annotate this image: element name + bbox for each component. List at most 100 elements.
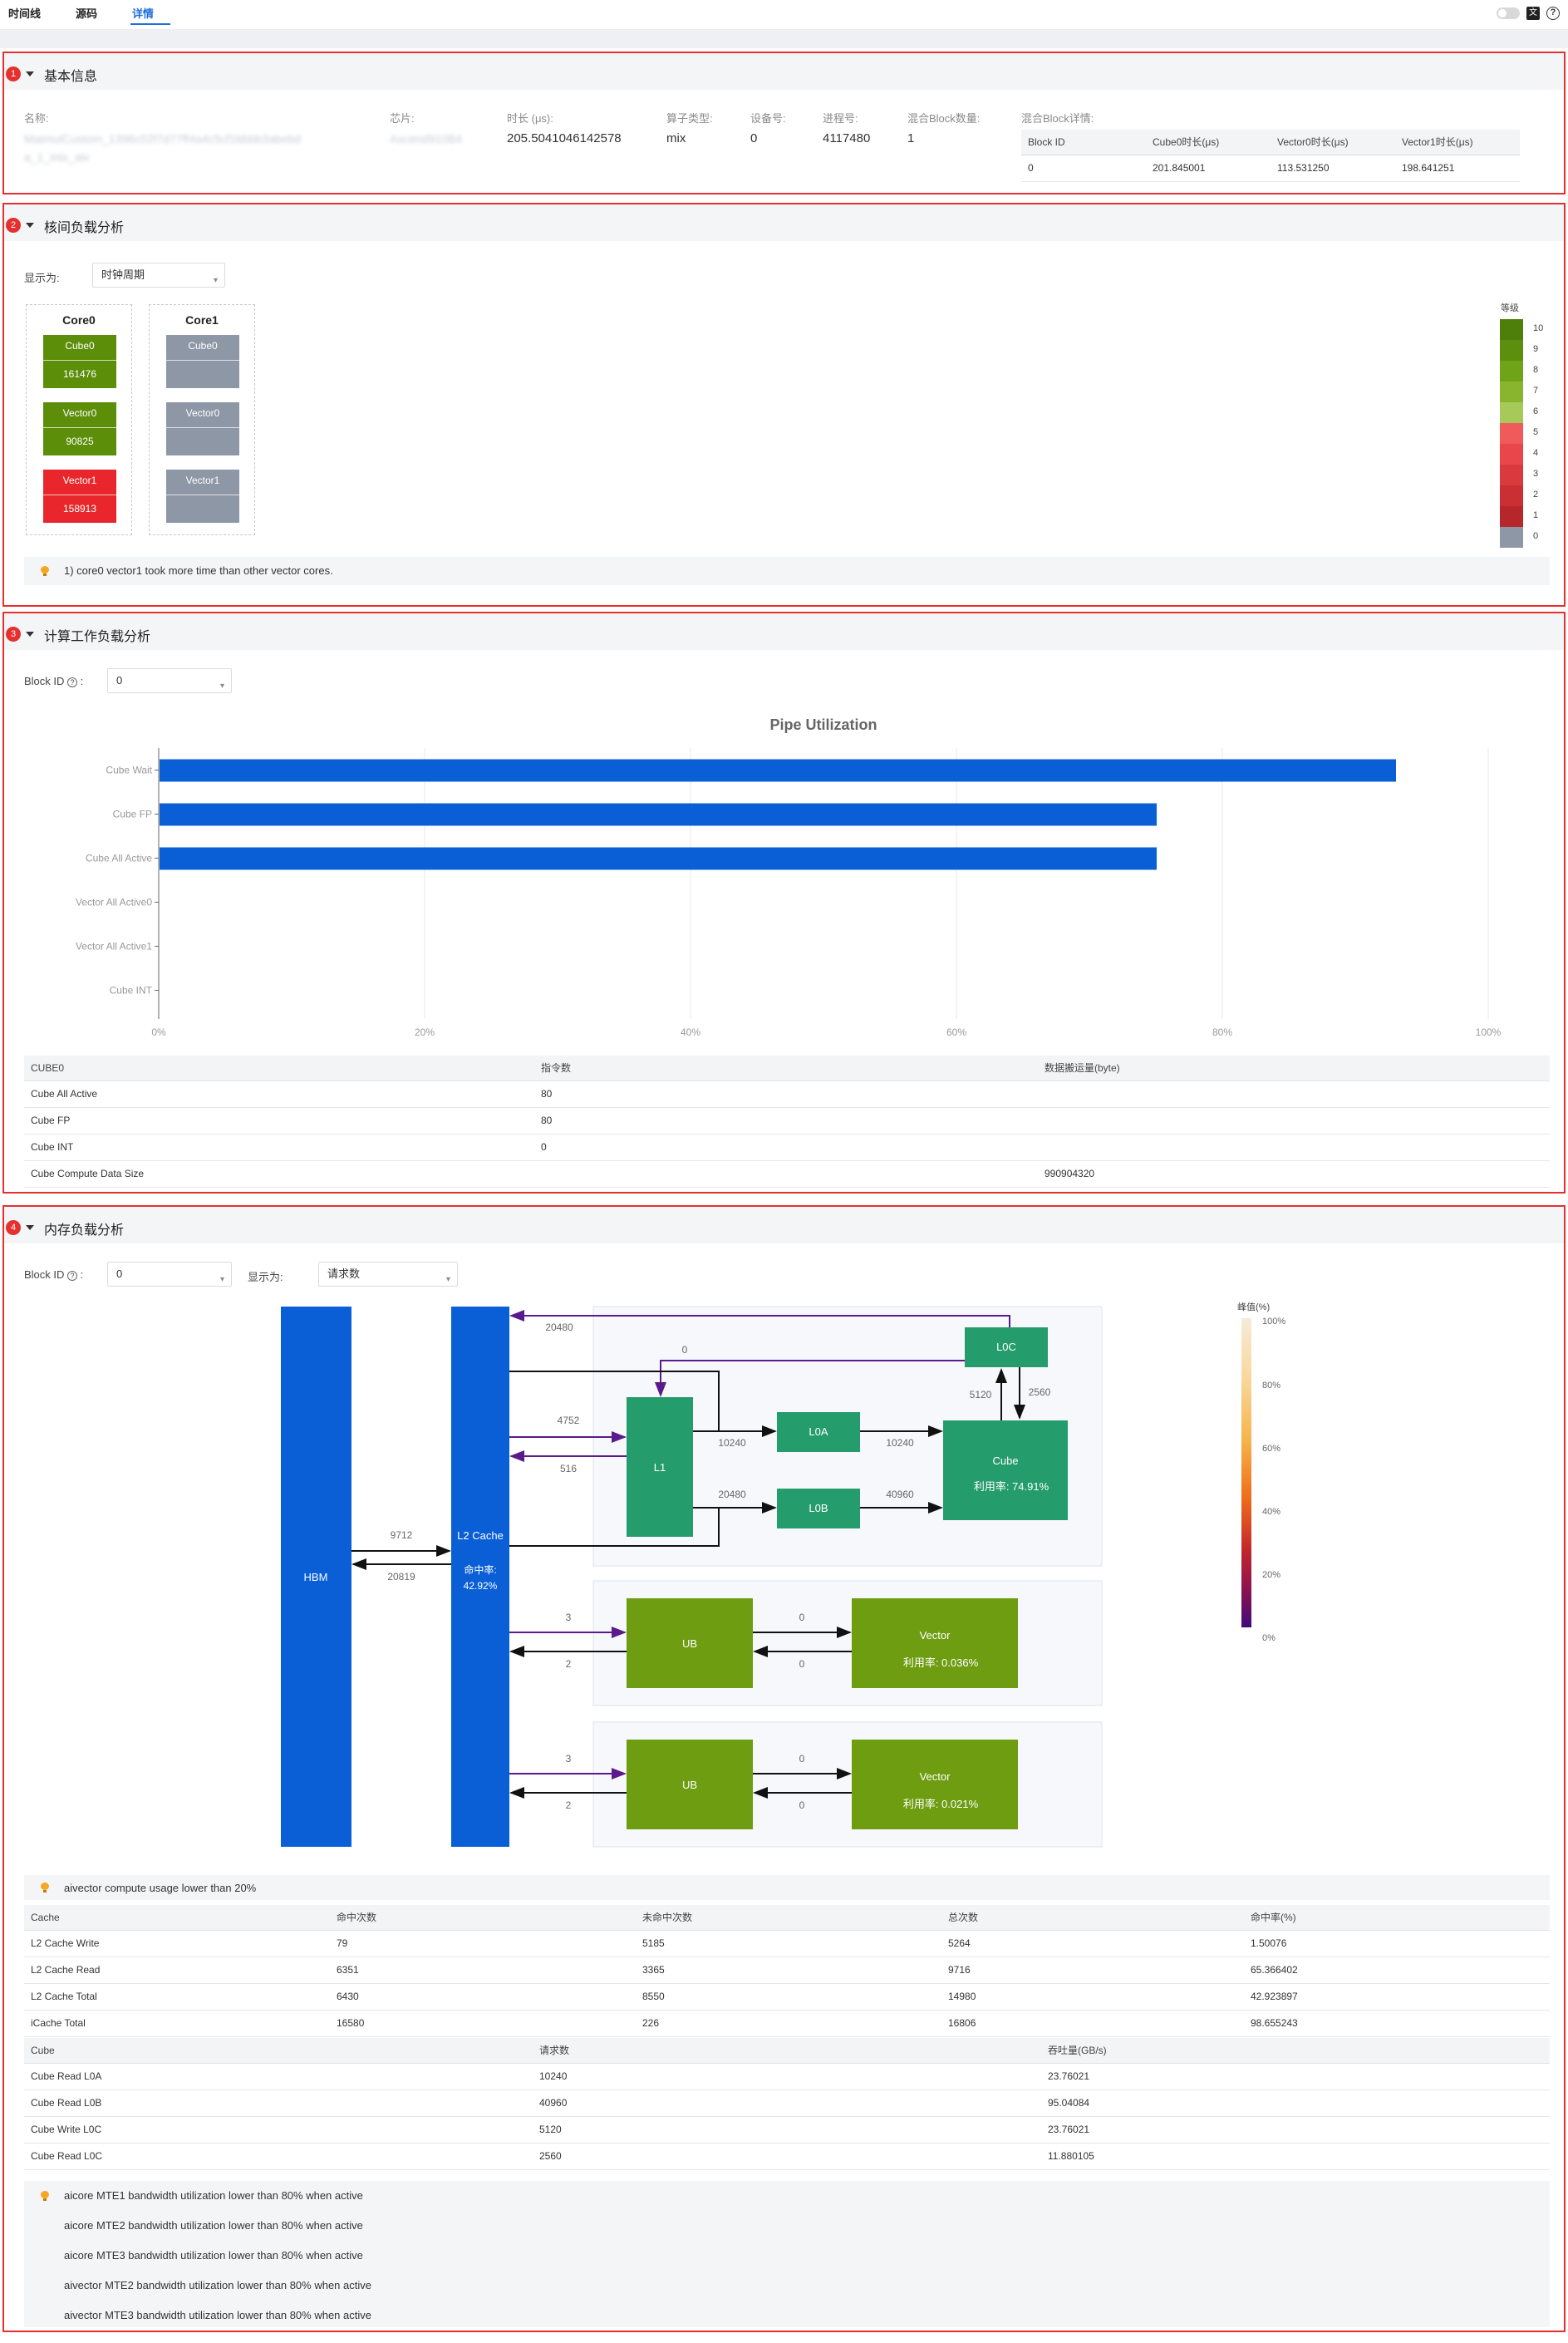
tab-details[interactable]: 详情	[130, 7, 171, 25]
op-type-value: mix	[666, 131, 686, 145]
display-as-select[interactable]: 时钟周期 ▾	[92, 263, 225, 288]
tab-timeline[interactable]: 时间线	[8, 7, 42, 20]
edge-label: 20819	[387, 1571, 415, 1583]
section-title: 基本信息	[44, 70, 98, 84]
legend-tick: 0%	[1262, 1633, 1276, 1643]
cell: 40960	[533, 2090, 1041, 2117]
table-row: Cube All Active 80	[24, 1080, 1550, 1108]
cell: 10240	[533, 2063, 1041, 2090]
language-icon[interactable]: 文	[1526, 7, 1540, 20]
cube-block	[943, 1420, 1068, 1520]
legend-level-label: 7	[1533, 386, 1539, 396]
cell-name: Cube0	[65, 340, 95, 352]
vector2-block	[852, 1740, 1018, 1829]
cell: Cube FP	[24, 1107, 534, 1135]
legend-tick: 40%	[1262, 1507, 1280, 1517]
y-tick-label: Cube FP	[113, 809, 152, 820]
core1-vector1-cell[interactable]: Vector1	[166, 470, 239, 523]
legend-swatch	[1500, 340, 1523, 361]
x-tick-label: 40%	[681, 1026, 700, 1038]
cell: 65.366402	[1244, 1957, 1550, 1984]
core0-vector1-cell[interactable]: Vector1 158913	[43, 470, 116, 523]
chevron-down-icon: ▾	[219, 1275, 224, 1284]
caret-down-icon[interactable]	[26, 71, 34, 76]
cell: 23.76021	[1041, 2063, 1550, 2090]
y-tick-label: Vector All Active0	[76, 897, 152, 908]
edge-label: 4752	[558, 1415, 580, 1426]
cube0-instruction-table: CUBE0 指令数 数据搬运量(byte) Cube All Active 80 …	[24, 1056, 1550, 1188]
block-id-label: Block ID ? :	[24, 1268, 84, 1281]
vector1-util-label: 利用率: 0.036%	[903, 1656, 979, 1669]
legend-swatch	[1500, 361, 1523, 381]
tip-text: aivector compute usage lower than 20%	[64, 1882, 257, 1894]
top-icons: 文 ?	[1497, 7, 1560, 20]
table-row: iCache Total 16580 226 16806 98.655243	[24, 2010, 1550, 2037]
cell: L2 Cache Write	[24, 1930, 330, 1957]
caret-down-icon[interactable]	[26, 632, 34, 637]
caret-down-icon[interactable]	[26, 223, 34, 228]
top-bar: 时间线 源码 详情 文 ?	[0, 0, 1568, 30]
tab-source[interactable]: 源码	[76, 7, 98, 20]
y-tick-label: Cube INT	[110, 985, 153, 997]
legend-swatch	[1500, 381, 1523, 402]
legend-level-label: 8	[1533, 365, 1539, 375]
vector2-util-label: 利用率: 0.021%	[903, 1798, 979, 1810]
edge-label: 516	[560, 1463, 577, 1474]
col-hit-rate: 命中率(%)	[1244, 1905, 1550, 1931]
cell: 16806	[941, 2010, 1244, 2037]
edge-label: 5120	[970, 1389, 992, 1400]
section-number-badge: 1	[6, 66, 21, 81]
section-header[interactable]: 3 计算工作负载分析	[4, 613, 1564, 650]
cell: Cube Write L0C	[24, 2116, 533, 2144]
chart-title: Pipe Utilization	[769, 716, 877, 733]
block-id-select[interactable]: 0 ▾	[107, 1262, 232, 1287]
legend-tick: 80%	[1262, 1381, 1280, 1391]
cell	[1038, 1134, 1550, 1161]
cell: 226	[636, 2010, 941, 2037]
y-tick-label: Vector All Active1	[76, 941, 152, 952]
col-miss-count: 未命中次数	[636, 1905, 941, 1931]
core1-vector0-cell[interactable]: Vector0	[166, 402, 239, 455]
block-id-select[interactable]: 0 ▾	[107, 668, 232, 693]
section-header[interactable]: 2 核间负载分析	[4, 204, 1564, 241]
core0-cube0-cell[interactable]: Cube0 161476	[43, 335, 116, 388]
legend-tick: 100%	[1262, 1317, 1285, 1327]
display-as-select[interactable]: 请求数 ▾	[318, 1262, 458, 1287]
cell: 6430	[330, 1983, 636, 2011]
cell: 9716	[941, 1957, 1244, 1984]
tip-text: aicore MTE1 bandwidth utilization lower …	[64, 2189, 363, 2202]
section-memory-workload: 4 内存负载分析 Block ID ? : 0 ▾ 显示为: 请求数 ▾ HBM…	[2, 1205, 1566, 2332]
mix-block-table: Block ID Cube0时长(μs) Vector0时长(μs) Vecto…	[1021, 130, 1520, 182]
legend-level-label: 0	[1533, 531, 1539, 541]
peak-legend-title: 峰值(%)	[1237, 1302, 1270, 1312]
cell: 14980	[941, 1983, 1244, 2011]
chip-value-redacted: Ascend910B4	[390, 132, 463, 145]
l1-label: L1	[654, 1461, 666, 1474]
l0b-block	[777, 1489, 860, 1528]
edge-label: 0	[799, 1658, 805, 1670]
chevron-down-icon: ▾	[213, 276, 218, 285]
col-vector1-duration: Vector1时长(μs)	[1395, 130, 1520, 155]
block-id-value: 0	[116, 674, 123, 687]
cell: 113.531250	[1271, 155, 1395, 182]
core1-cube0-cell[interactable]: Cube0	[166, 335, 239, 388]
section-header[interactable]: 1 基本信息	[4, 53, 1564, 90]
sub-bar	[0, 30, 1568, 48]
legend-level-label: 5	[1533, 427, 1539, 437]
caret-down-icon[interactable]	[26, 1225, 34, 1230]
cell: 0	[534, 1134, 1038, 1161]
duration-value: 205.5041046142578	[507, 131, 622, 145]
core0-vector0-cell[interactable]: Vector0 90825	[43, 402, 116, 455]
help-icon[interactable]: ?	[1546, 7, 1560, 20]
table-header-row: CUBE0 指令数 数据搬运量(byte)	[24, 1056, 1550, 1081]
cell-value: 158913	[62, 503, 97, 514]
edge-label: 10240	[718, 1437, 746, 1449]
theme-toggle[interactable]	[1497, 7, 1520, 19]
cell: 98.655243	[1244, 2010, 1550, 2037]
cell: 80	[534, 1080, 1038, 1108]
table-row: Cube Compute Data Size 990904320	[24, 1160, 1550, 1188]
cell: 23.76021	[1041, 2116, 1550, 2144]
legend-level-label: 4	[1533, 448, 1539, 458]
cell: 198.641251	[1395, 155, 1520, 182]
section-header[interactable]: 4 内存负载分析	[4, 1207, 1564, 1243]
